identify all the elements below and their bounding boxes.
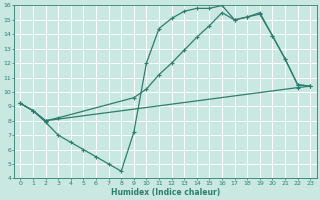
X-axis label: Humidex (Indice chaleur): Humidex (Indice chaleur): [111, 188, 220, 197]
